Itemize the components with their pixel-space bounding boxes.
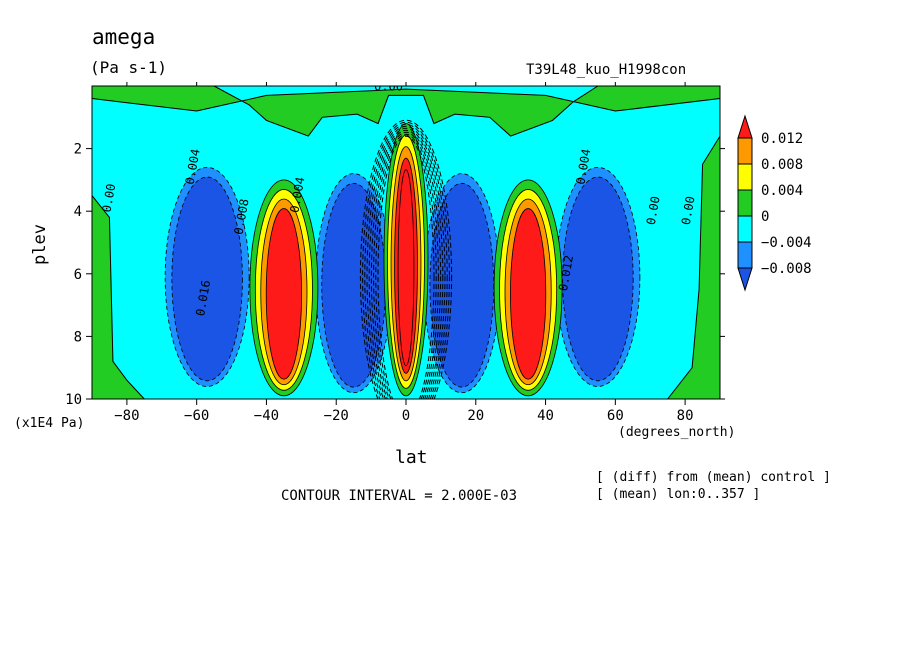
- note-mean: [ (mean) lon:0..357 ]: [596, 487, 761, 502]
- contour-label: 0.004: [183, 148, 203, 186]
- x-tick-label: −60: [184, 408, 209, 424]
- x-tick-label: −80: [114, 408, 139, 424]
- green-top-band: [92, 86, 720, 137]
- colorbar-segment: [737, 189, 753, 217]
- blue-cell-south-sub: [315, 173, 393, 394]
- contour-label: 0.00: [644, 195, 663, 226]
- y-tick-label: 4: [74, 204, 82, 220]
- colorbar-label: −0.004: [761, 235, 812, 251]
- colorbar-label: 0.012: [761, 131, 803, 147]
- blue-cell-north-polar: [555, 166, 641, 387]
- colorbar: 0.012 0.008 0.004 0 −0.004 −0.008: [737, 114, 812, 292]
- contour-label: 0.004: [287, 176, 307, 214]
- chart-units: (Pa s-1): [90, 58, 168, 77]
- blue-cell-south-polar: [164, 166, 250, 387]
- contour-label: 0.00: [100, 183, 119, 214]
- red-cell-south: [249, 179, 319, 397]
- red-cell-equator: [383, 123, 429, 397]
- blue-cell-north-sub: [423, 173, 501, 394]
- x-tick-label: 20: [467, 408, 484, 424]
- y-tick-label: 6: [74, 267, 82, 283]
- colorbar-label: 0.004: [761, 183, 803, 199]
- colorbar-segment: [737, 215, 753, 243]
- x-axis-units: (degrees_north): [618, 425, 736, 440]
- y-tick-label: 8: [74, 329, 82, 345]
- contour-label: 0.00: [374, 80, 403, 94]
- contour-label: 0.016: [193, 279, 213, 317]
- colorbar-label: 0.008: [761, 157, 803, 173]
- green-north-edge: [667, 135, 720, 399]
- colorbar-segment: [737, 241, 753, 269]
- contour-interval: CONTOUR INTERVAL = 2.000E-03: [281, 488, 518, 504]
- x-tick-label: 0: [402, 408, 410, 424]
- colorbar-segment: [737, 137, 753, 165]
- x-tick-label: 80: [677, 408, 694, 424]
- x-axis-title: lat: [395, 447, 428, 468]
- colorbar-arrow-top: [737, 114, 753, 139]
- colorbar-label: 0: [761, 209, 769, 225]
- contour-label: 0.00: [679, 195, 698, 226]
- x-tick-label: 40: [537, 408, 554, 424]
- x-tick-label: −40: [254, 408, 279, 424]
- note-diff: [ (diff) from (mean) control ]: [596, 470, 831, 485]
- chart-title: amega: [92, 25, 156, 49]
- plot-area: 0.00 0.004 0.00 0.008 0.012 0.016 0.004 0.004 0.…: [92, 80, 720, 399]
- colorbar-arrow-bottom: [737, 267, 753, 292]
- green-south-edge: [92, 194, 146, 399]
- x-tick-label: −20: [324, 408, 349, 424]
- y-tick-label: 10: [65, 392, 82, 408]
- contour-label: 0.004: [573, 148, 593, 186]
- contour-label: 0.012: [556, 254, 576, 292]
- colorbar-segment: [737, 163, 753, 191]
- contour-label: 0.008: [232, 198, 252, 236]
- experiment-label: T39L48_kuo_H1998con: [526, 62, 687, 78]
- colorbar-label: −0.008: [761, 261, 812, 277]
- x-tick-label: 60: [607, 408, 624, 424]
- equatorial-contours: [359, 119, 453, 399]
- y-tick-label: 2: [74, 142, 82, 158]
- red-cell-north: [493, 179, 563, 397]
- y-axis-units: (x1E4 Pa): [14, 416, 85, 431]
